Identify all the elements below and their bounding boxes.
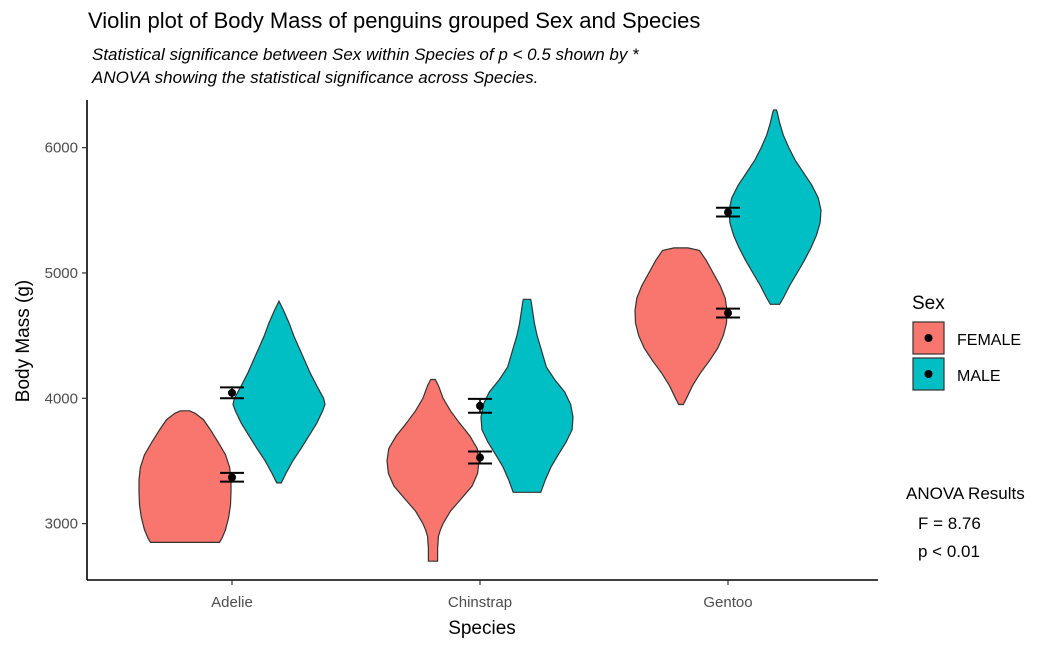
mean-errorbar-female-chinstrap: [468, 450, 492, 465]
legend-label: MALE: [957, 368, 1001, 385]
violin-female-chinstrap: [386, 378, 480, 562]
violin-male-adelie: [232, 299, 326, 484]
x-tick-label: Adelie: [211, 594, 253, 611]
mean-point-female-gentoo: [724, 309, 732, 318]
x-tick-label: Chinstrap: [448, 594, 512, 611]
y-axis-label: Body Mass (g): [13, 280, 34, 402]
x-tick-label: Gentoo: [703, 594, 752, 611]
chart-subtitle-line-2: ANOVA showing the statistical significan…: [92, 68, 539, 87]
legend-item-male: MALE: [912, 357, 1001, 391]
mean-point-female-adelie: [228, 473, 236, 482]
legend-label: FEMALE: [957, 332, 1021, 349]
anova-title: ANOVA Results: [906, 484, 1025, 503]
violin-male-chinstrap: [480, 298, 574, 493]
chart-subtitle-line-1: Statistical significance between Sex wit…: [92, 45, 639, 64]
violin-female-adelie: [138, 410, 232, 543]
anova-p-value: p < 0.01: [918, 542, 980, 561]
mean-point-female-chinstrap: [476, 453, 484, 462]
y-tick-label: 5000: [45, 265, 78, 282]
mean-errorbar-male-gentoo: [716, 206, 740, 218]
mean-point-male-chinstrap: [476, 401, 484, 410]
mean-errorbar-female-adelie: [220, 471, 244, 483]
plot-area: [138, 109, 822, 562]
anova-f-statistic: F = 8.76: [918, 514, 981, 533]
mean-point-male-adelie: [228, 388, 236, 397]
violin-female-gentoo: [634, 247, 728, 406]
y-tick-label: 6000: [45, 140, 78, 157]
mean-errorbar-male-chinstrap: [468, 397, 492, 414]
x-axis-label: Species: [448, 618, 516, 639]
y-tick-label: 3000: [45, 516, 78, 533]
chart-title: Violin plot of Body Mass of penguins gro…: [88, 8, 701, 33]
legend-item-female: FEMALE: [912, 321, 1021, 355]
mean-errorbar-male-adelie: [220, 386, 244, 400]
mean-errorbar-female-gentoo: [716, 307, 740, 319]
violin-male-gentoo: [728, 109, 822, 305]
legend: Sex FEMALE MALE: [912, 293, 1021, 391]
mean-point-male-gentoo: [724, 208, 732, 217]
y-tick-label: 4000: [45, 390, 78, 407]
legend-title: Sex: [912, 293, 945, 314]
axes: 3000 4000 5000 6000 Adelie Chinstrap Gentoo: [45, 100, 878, 611]
